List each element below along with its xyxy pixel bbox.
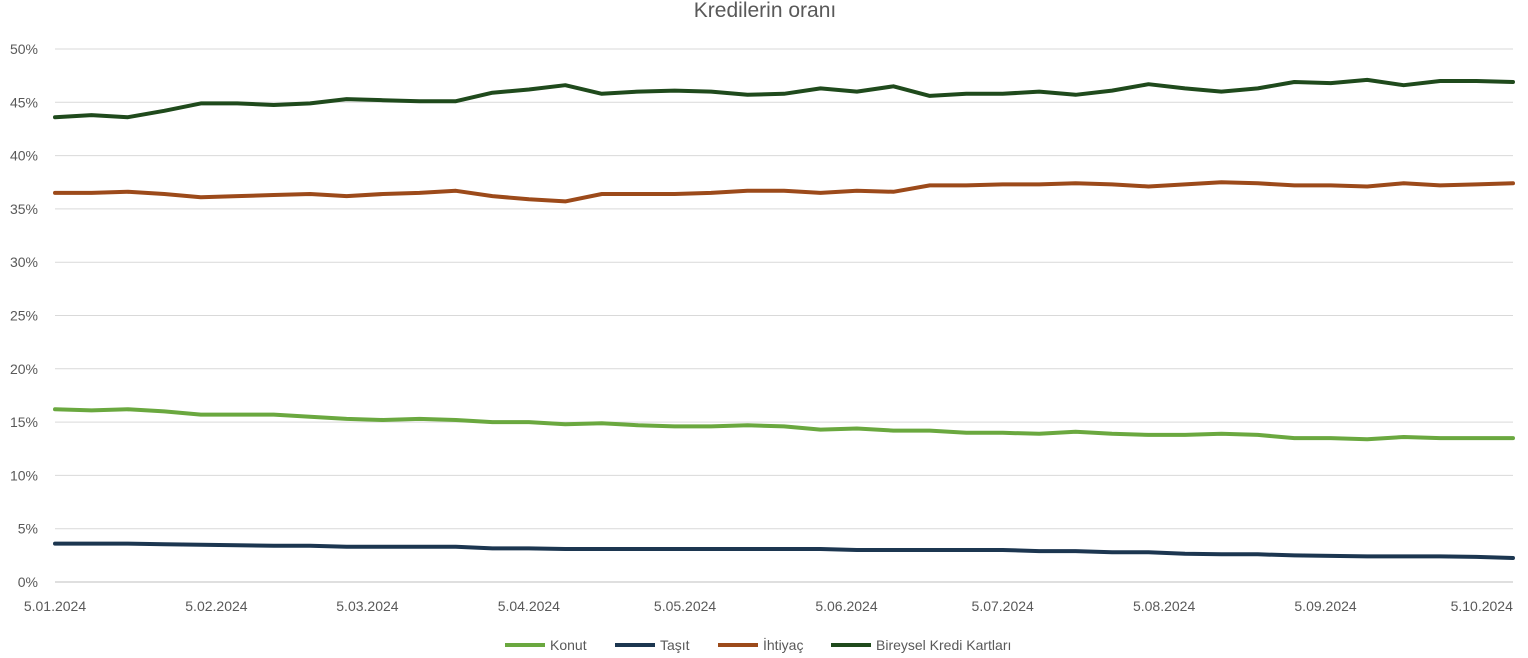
y-tick-label: 15% [10, 414, 38, 430]
x-tick-label: 5.03.2024 [336, 598, 398, 614]
x-tick-label: 5.08.2024 [1133, 598, 1195, 614]
legend-label: Bireysel Kredi Kartları [876, 637, 1011, 653]
series-line-0 [53, 407, 1515, 442]
series-line-1 [53, 541, 1515, 560]
series-line-3 [53, 77, 1515, 120]
y-tick-label: 50% [10, 41, 38, 57]
y-tick-label: 30% [10, 254, 38, 270]
legend-label: Taşıt [660, 637, 690, 653]
y-axis-ticks: 0% 5% 10% 15% 20% 25% 30% 35% 40% 45% 50% [10, 41, 38, 590]
y-tick-label: 5% [18, 521, 38, 537]
x-tick-label: 5.05.2024 [654, 598, 716, 614]
series-lines [53, 77, 1515, 560]
x-tick-label: 5.09.2024 [1294, 598, 1356, 614]
y-tick-label: 25% [10, 308, 38, 324]
legend-label: İhtiyaç [763, 636, 803, 653]
x-tick-label: 5.02.2024 [185, 598, 247, 614]
x-tick-label: 5.07.2024 [972, 598, 1034, 614]
x-tick-label: 5.01.2024 [24, 598, 86, 614]
x-tick-label: 5.04.2024 [498, 598, 560, 614]
y-tick-label: 40% [10, 148, 38, 164]
y-tick-label: 45% [10, 94, 38, 110]
y-tick-label: 0% [18, 574, 38, 590]
chart-title: Kredilerin oranı [694, 0, 836, 22]
y-tick-label: 20% [10, 361, 38, 377]
y-tick-label: 35% [10, 201, 38, 217]
x-tick-label: 5.10.2024 [1451, 598, 1513, 614]
legend: Konut Taşıt İhtiyaç Bireysel Kredi Kartları [505, 636, 1011, 653]
x-axis-ticks: 5.01.2024 5.02.2024 5.03.2024 5.04.2024 5.05… [24, 598, 1513, 614]
gridlines [55, 48, 1513, 530]
series-line-2 [53, 180, 1515, 204]
x-tick-label: 5.06.2024 [815, 598, 877, 614]
y-tick-label: 10% [10, 467, 38, 483]
legend-label: Konut [550, 637, 587, 653]
